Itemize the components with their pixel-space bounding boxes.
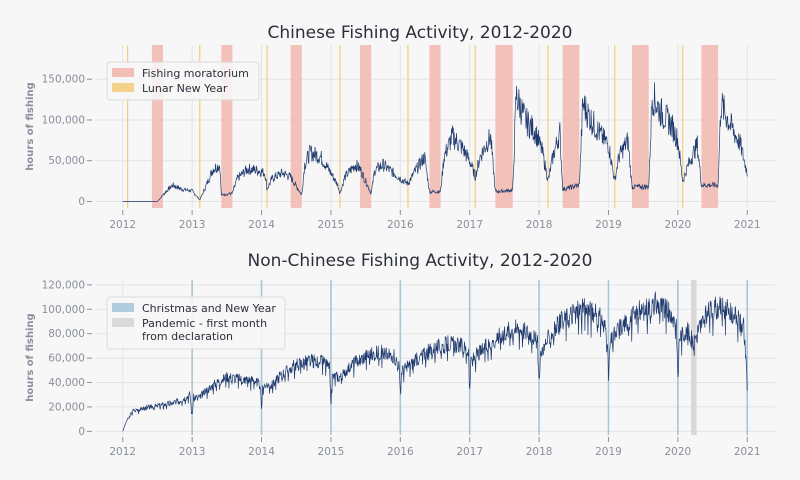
x-tick-label: 2021 (734, 446, 761, 458)
moratorium-span (495, 45, 513, 208)
moratorium-span (221, 45, 233, 208)
y-tick-label: 60,000 (48, 353, 85, 365)
x-tick-label: 2018 (526, 219, 553, 231)
moratorium-span (429, 45, 441, 208)
chart-panel-0: Chinese Fishing Activity, 2012-2020 0 50,0… (25, 23, 775, 231)
legend-label: Fishing moratorium (142, 67, 249, 80)
y-tick-label: 40,000 (48, 377, 85, 389)
legend-label: Pandemic - first month (142, 317, 267, 330)
chart-title: Non-Chinese Fishing Activity, 2012-2020 (248, 251, 593, 271)
y-axis-label: hours of fishing (25, 82, 36, 170)
chart-panel-1: Non-Chinese Fishing Activity, 2012-2020 0… (25, 251, 775, 458)
x-tick-label: 2017 (456, 219, 483, 231)
x-tick-label: 2019 (595, 219, 622, 231)
x-tick-label: 2020 (664, 219, 691, 231)
legend: Christmas and New Year Pandemic - first m… (106, 296, 286, 350)
x-tick-label: 2015 (318, 219, 345, 231)
legend-label: Christmas and New Year (142, 302, 276, 315)
x-tick-label: 2016 (387, 219, 414, 231)
x-tick-label: 2019 (595, 446, 622, 458)
legend-box (106, 296, 286, 350)
chart-title: Chinese Fishing Activity, 2012-2020 (268, 23, 573, 43)
moratorium-span (632, 45, 649, 208)
legend-swatch (112, 68, 134, 77)
y-tick-label: 20,000 (48, 401, 85, 413)
moratorium-span (360, 45, 372, 208)
y-tick-label: 100,000 (42, 114, 85, 126)
x-tick-label: 2014 (248, 219, 275, 231)
y-tick-label: 0 (78, 426, 85, 438)
x-tick-label: 2021 (734, 219, 761, 231)
legend-box (106, 61, 260, 101)
x-tick-label: 2015 (318, 446, 345, 458)
y-tick-label: 50,000 (48, 155, 85, 167)
moratorium-span (701, 45, 719, 208)
legend-swatch (112, 83, 134, 92)
legend-label: Lunar New Year (142, 82, 228, 95)
x-tick-label: 2014 (248, 446, 275, 458)
x-tick-label: 2018 (526, 446, 553, 458)
x-tick-label: 2020 (664, 446, 691, 458)
y-tick-label: 120,000 (42, 279, 85, 291)
moratorium-span (151, 45, 163, 208)
legend-label-line2: from declaration (142, 330, 233, 343)
moratorium-span (290, 45, 302, 208)
x-tick-label: 2017 (456, 446, 483, 458)
moratorium-span (562, 45, 580, 208)
y-tick-label: 100,000 (42, 304, 85, 316)
x-tick-label: 2013 (179, 219, 206, 231)
series-line (122, 82, 748, 202)
y-tick-label: 150,000 (42, 74, 85, 86)
y-tick-label: 80,000 (48, 328, 85, 340)
legend-swatch (112, 318, 134, 327)
legend-swatch (112, 303, 134, 312)
legend: Fishing moratorium Lunar New Year (106, 61, 260, 101)
x-tick-label: 2012 (109, 446, 136, 458)
y-axis-label: hours of fishing (25, 313, 36, 401)
series-line (122, 291, 748, 432)
pandemic-span (691, 280, 697, 435)
x-tick-label: 2012 (109, 219, 136, 231)
x-tick-label: 2013 (179, 446, 206, 458)
y-tick-label: 0 (78, 196, 85, 208)
x-tick-label: 2016 (387, 446, 414, 458)
